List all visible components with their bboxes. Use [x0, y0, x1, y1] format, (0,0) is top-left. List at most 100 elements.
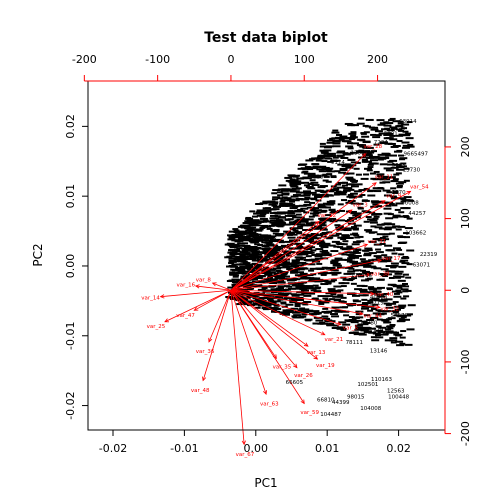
point-label: 54579 [391, 313, 409, 319]
loading-label: var_26 [294, 373, 313, 379]
point-label: 110116 [351, 273, 372, 279]
loading-arrowhead [358, 311, 364, 316]
x-tick-label: -0.01 [170, 442, 198, 455]
loading-label: var_19 [316, 363, 335, 369]
loading-label: var_63 [260, 402, 279, 408]
loading-label: var_25 [147, 324, 166, 330]
loading-arrowhead [241, 440, 246, 446]
loading-arrowhead [314, 220, 320, 226]
point-label: 40908 [370, 295, 388, 301]
point-label: 9665497 [403, 152, 428, 158]
loading-label: var_36 [196, 349, 215, 355]
point-label: 12563 [387, 388, 405, 394]
loading-arrow [230, 289, 363, 315]
loading-arrow [230, 274, 371, 291]
loading-arrow [230, 290, 267, 395]
point-label: 32719 [366, 300, 384, 306]
loading-arrowhead [313, 355, 319, 360]
loading-arrowhead [300, 399, 305, 405]
right-tick-label: 200 [459, 136, 472, 157]
point-label: 103662 [405, 231, 426, 237]
loading-arrowhead [293, 363, 298, 369]
loading-arrowhead [303, 342, 309, 347]
top-tick-label: -100 [145, 53, 170, 66]
right-tick-label: 0 [459, 287, 472, 294]
loading-arrowhead [202, 376, 207, 382]
point-label: 3870 [392, 190, 406, 196]
point-label: 17912 [373, 328, 391, 334]
loading-label: var_13 [307, 350, 326, 356]
loading-label: var_14 [141, 296, 160, 302]
point-label: 63914 [399, 119, 417, 125]
point-label: 3318 [309, 175, 323, 181]
point-label: 13146 [370, 349, 388, 355]
point-label: 13600 [351, 150, 369, 156]
top-tick-label: 0 [227, 53, 234, 66]
axes-layer: -0.02 -0.02 -0.01 -0.01 0.00 0.00 0.01 0.01 0.02… [64, 53, 472, 455]
loading-label: var_47 [176, 313, 195, 319]
loading-arrow [230, 200, 386, 291]
point-label: 110163 [371, 377, 392, 383]
loading-arrow [230, 289, 298, 368]
loading-arrow [230, 289, 309, 347]
loading-label: var_11 [375, 175, 394, 181]
loading-arrow [230, 153, 367, 291]
loading-arrowhead [380, 200, 386, 205]
chart-title: Test data biplot [204, 30, 328, 46]
loading-arrow [208, 290, 232, 343]
right-tick-label: 100 [459, 208, 472, 229]
x-tick-label: -0.02 [99, 442, 127, 455]
point-label: 104487 [320, 412, 341, 418]
loading-arrow [230, 191, 411, 291]
x-tick-label: 0.01 [315, 442, 340, 455]
loading-arrow [195, 285, 231, 291]
loading-arrowhead [263, 390, 268, 396]
loading-arrow [230, 289, 374, 295]
loading-label: var_67 [236, 452, 255, 458]
loading-arrowhead [361, 152, 367, 158]
loading-arrow [230, 182, 377, 291]
x-tick-label: 0.02 [386, 442, 411, 455]
y-axis-label: PC2 [31, 243, 45, 266]
loading-arrowhead [366, 272, 372, 277]
loading-label: var_3 [353, 202, 369, 208]
point-label: 66605 [286, 380, 304, 386]
top-tick-label: 200 [367, 53, 388, 66]
points-layer [224, 117, 416, 347]
loading-label: var_59 [300, 410, 319, 416]
loading-arrowhead [208, 337, 213, 343]
loading-arrowhead [164, 318, 169, 323]
loading-arrow [230, 289, 342, 326]
loading-arrow [230, 244, 368, 291]
loading-arrowhead [211, 282, 217, 287]
y-tick-label: -0.01 [64, 322, 77, 350]
x-tick-label: 0.00 [244, 442, 269, 455]
loading-arrow [202, 290, 232, 381]
point-label: 30008 [401, 201, 419, 207]
point-label: 7224 [374, 140, 388, 146]
loading-label: var_40 [375, 292, 394, 298]
loading-arrow [194, 289, 232, 311]
loading-label: var_9 [386, 194, 402, 200]
right-tick-label: -100 [459, 349, 472, 374]
point-label: 104008 [360, 406, 381, 412]
loading-arrowhead [377, 258, 383, 263]
x-axis-label: PC1 [254, 476, 277, 490]
loading-label: var_38 [371, 271, 390, 277]
loading-label: var_28 [364, 144, 383, 150]
loading-arrow [230, 290, 305, 404]
y-tick-label: 0.02 [64, 114, 77, 138]
point-label: 100448 [388, 395, 409, 401]
loading-label: var_32 [380, 307, 399, 313]
loading-arrow [164, 289, 232, 323]
top-tick-label: -200 [72, 53, 97, 66]
point-label: 396 [395, 126, 406, 132]
loading-arrowhead [370, 291, 375, 296]
loading-arrow [230, 289, 325, 336]
loading-label: var_31 [367, 239, 386, 245]
loading-label: var_16 [177, 283, 196, 289]
loading-arrow [230, 289, 380, 308]
loading-arrow [212, 282, 232, 291]
